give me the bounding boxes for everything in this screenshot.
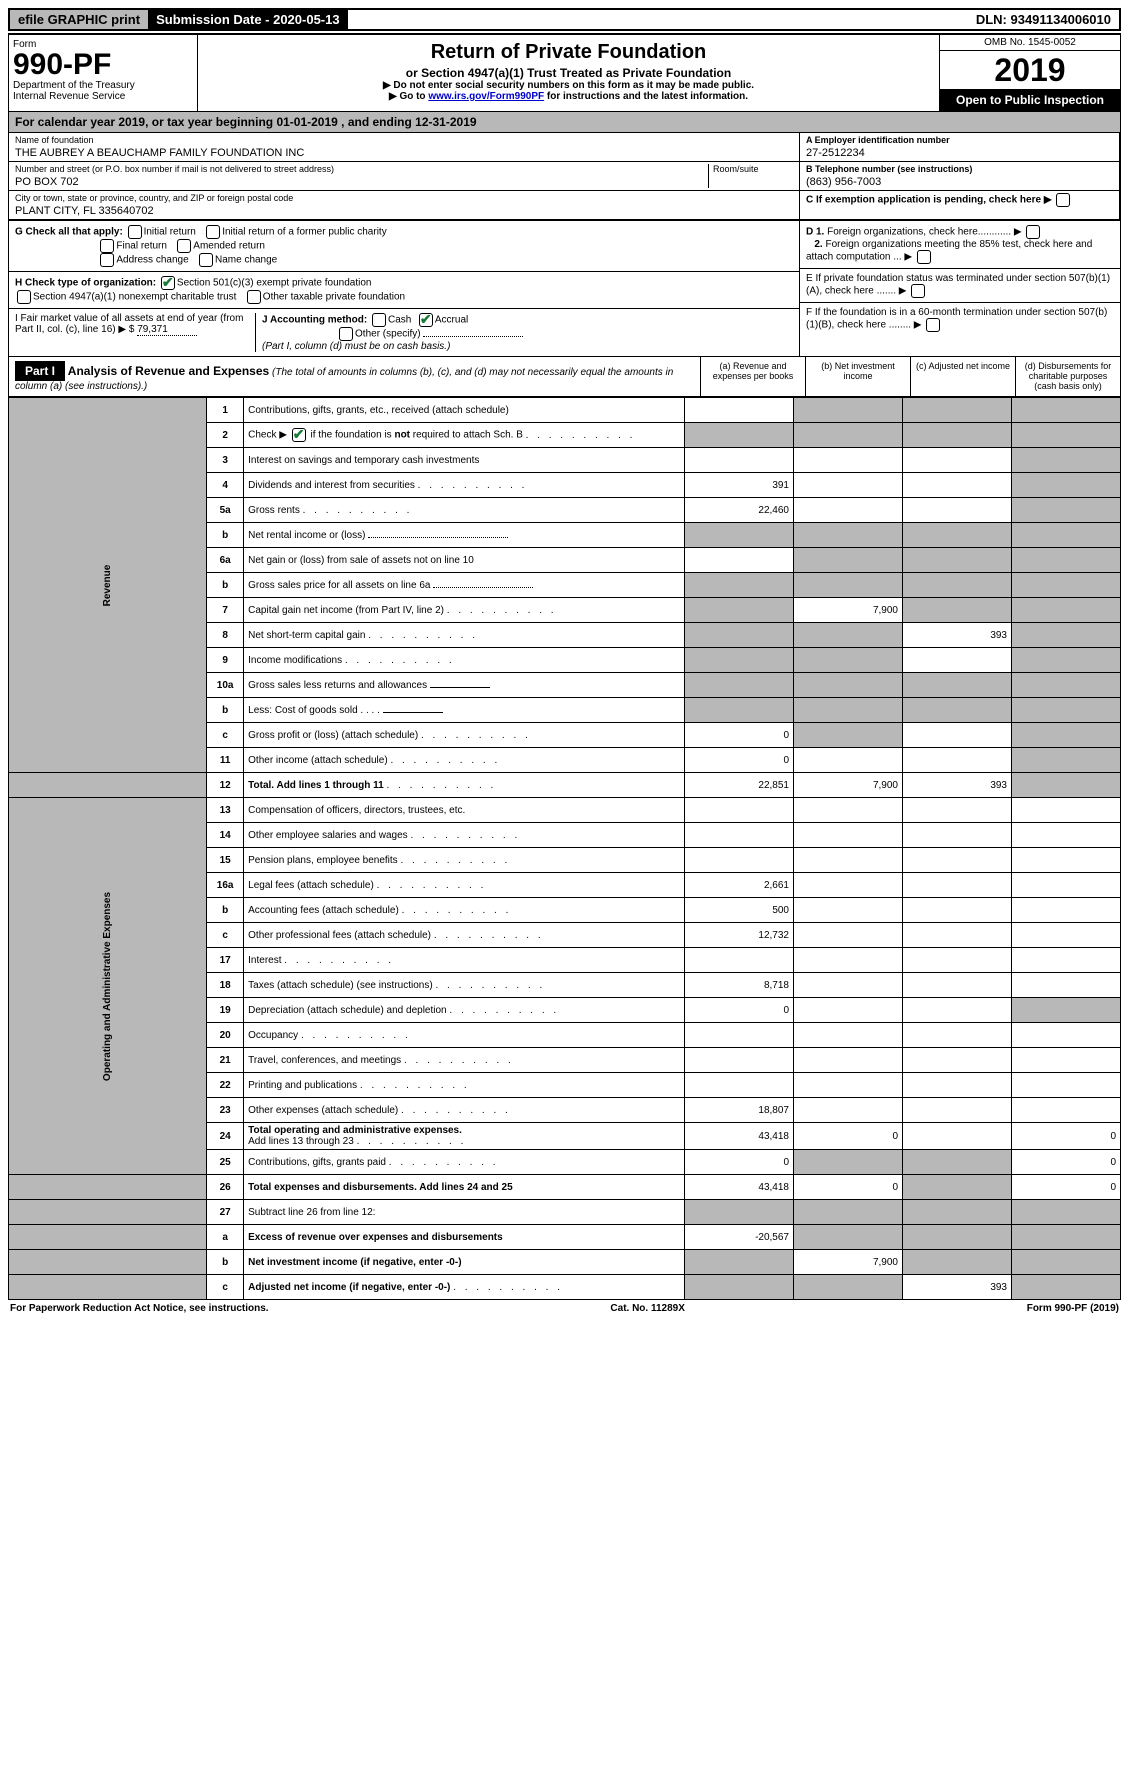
submission-date: Submission Date - 2020-05-13	[148, 10, 348, 29]
form-ref: Form 990-PF (2019)	[1027, 1303, 1119, 1314]
page-footer: For Paperwork Reduction Act Notice, see …	[8, 1300, 1121, 1317]
phone-value: (863) 956-7003	[806, 174, 1113, 188]
col-a-head: (a) Revenue and expenses per books	[700, 357, 805, 396]
form-title: Return of Private Foundation	[206, 41, 931, 64]
open-public-label: Open to Public Inspection	[940, 89, 1120, 111]
revenue-side-label: Revenue	[102, 491, 113, 680]
d1-checkbox[interactable]	[1026, 225, 1040, 239]
omb-number: OMB No. 1545-0052	[940, 35, 1120, 51]
irs-link[interactable]: www.irs.gov/Form990PF	[428, 91, 544, 102]
col-b-head: (b) Net investment income	[805, 357, 910, 396]
c-checkbox[interactable]	[1056, 193, 1070, 207]
part1-header-row: Part I Analysis of Revenue and Expenses …	[8, 357, 1121, 397]
e-row: E If private foundation status was termi…	[800, 269, 1120, 303]
g-amended-checkbox[interactable]	[177, 239, 191, 253]
g-row: G Check all that apply: Initial return I…	[9, 221, 799, 272]
analysis-table: Revenue 1Contributions, gifts, grants, e…	[8, 397, 1121, 1300]
form-number: 990-PF	[13, 50, 193, 80]
c-exemption-label: C If exemption application is pending, c…	[806, 195, 1052, 206]
efile-label: efile GRAPHIC print	[10, 10, 148, 29]
f-row: F If the foundation is in a 60-month ter…	[800, 303, 1120, 336]
g-initial-checkbox[interactable]	[128, 225, 142, 239]
ein-label: A Employer identification number	[806, 135, 1113, 145]
form-header: Form 990-PF Department of the Treasury I…	[8, 33, 1121, 112]
j-accrual-checkbox[interactable]	[419, 313, 433, 327]
ein-value: 27-2512234	[806, 145, 1113, 159]
entity-info: Name of foundation THE AUBREY A BEAUCHAM…	[8, 133, 1121, 221]
city-label: City or town, state or province, country…	[15, 193, 793, 203]
g-name-checkbox[interactable]	[199, 253, 213, 267]
d-row: D 1. D 1. Foreign organizations, check h…	[800, 221, 1120, 269]
city-value: PLANT CITY, FL 335640702	[15, 203, 793, 217]
g-address-checkbox[interactable]	[100, 253, 114, 267]
col-d-head: (d) Disbursements for charitable purpose…	[1015, 357, 1120, 396]
phone-label: B Telephone number (see instructions)	[806, 164, 1113, 174]
col-c-head: (c) Adjusted net income	[910, 357, 1015, 396]
g-initial-former-checkbox[interactable]	[206, 225, 220, 239]
h-501c3-checkbox[interactable]	[161, 276, 175, 290]
part1-label: Part I	[15, 361, 65, 381]
part1-title: Analysis of Revenue and Expenses	[68, 364, 269, 378]
j-cash-checkbox[interactable]	[372, 313, 386, 327]
dln-number: DLN: 93491134006010	[968, 10, 1119, 29]
name-label: Name of foundation	[15, 135, 793, 145]
foundation-name: THE AUBREY A BEAUCHAMP FAMILY FOUNDATION…	[15, 145, 793, 159]
paperwork-notice: For Paperwork Reduction Act Notice, see …	[10, 1303, 269, 1314]
j-other-checkbox[interactable]	[339, 327, 353, 341]
address-label: Number and street (or P.O. box number if…	[15, 164, 708, 174]
h-row: H Check type of organization: Section 50…	[9, 272, 799, 309]
expenses-side-label: Operating and Administrative Expenses	[102, 892, 113, 1081]
instruction-1: ▶ Do not enter social security numbers o…	[206, 80, 931, 91]
ij-row: I Fair market value of all assets at end…	[9, 309, 799, 356]
catalog-number: Cat. No. 11289X	[610, 1303, 684, 1314]
instruction-2: ▶ Go to www.irs.gov/Form990PF for instru…	[206, 91, 931, 102]
e-checkbox[interactable]	[911, 284, 925, 298]
h-other-checkbox[interactable]	[247, 290, 261, 304]
room-label: Room/suite	[713, 164, 793, 174]
f-checkbox[interactable]	[926, 318, 940, 332]
address-value: PO BOX 702	[15, 174, 708, 188]
d2-checkbox[interactable]	[917, 250, 931, 264]
form-subtitle: or Section 4947(a)(1) Trust Treated as P…	[206, 66, 931, 80]
irs-label: Internal Revenue Service	[13, 91, 193, 102]
h-4947-checkbox[interactable]	[17, 290, 31, 304]
dept-treasury: Department of the Treasury	[13, 80, 193, 91]
l2-checkbox[interactable]	[292, 428, 306, 442]
fmv-value: 79,371	[137, 324, 197, 336]
top-bar: efile GRAPHIC print Submission Date - 20…	[8, 8, 1121, 31]
g-final-checkbox[interactable]	[100, 239, 114, 253]
tax-year: 2019	[940, 51, 1120, 89]
calendar-year-row: For calendar year 2019, or tax year begi…	[8, 112, 1121, 133]
checks-section: G Check all that apply: Initial return I…	[8, 221, 1121, 357]
